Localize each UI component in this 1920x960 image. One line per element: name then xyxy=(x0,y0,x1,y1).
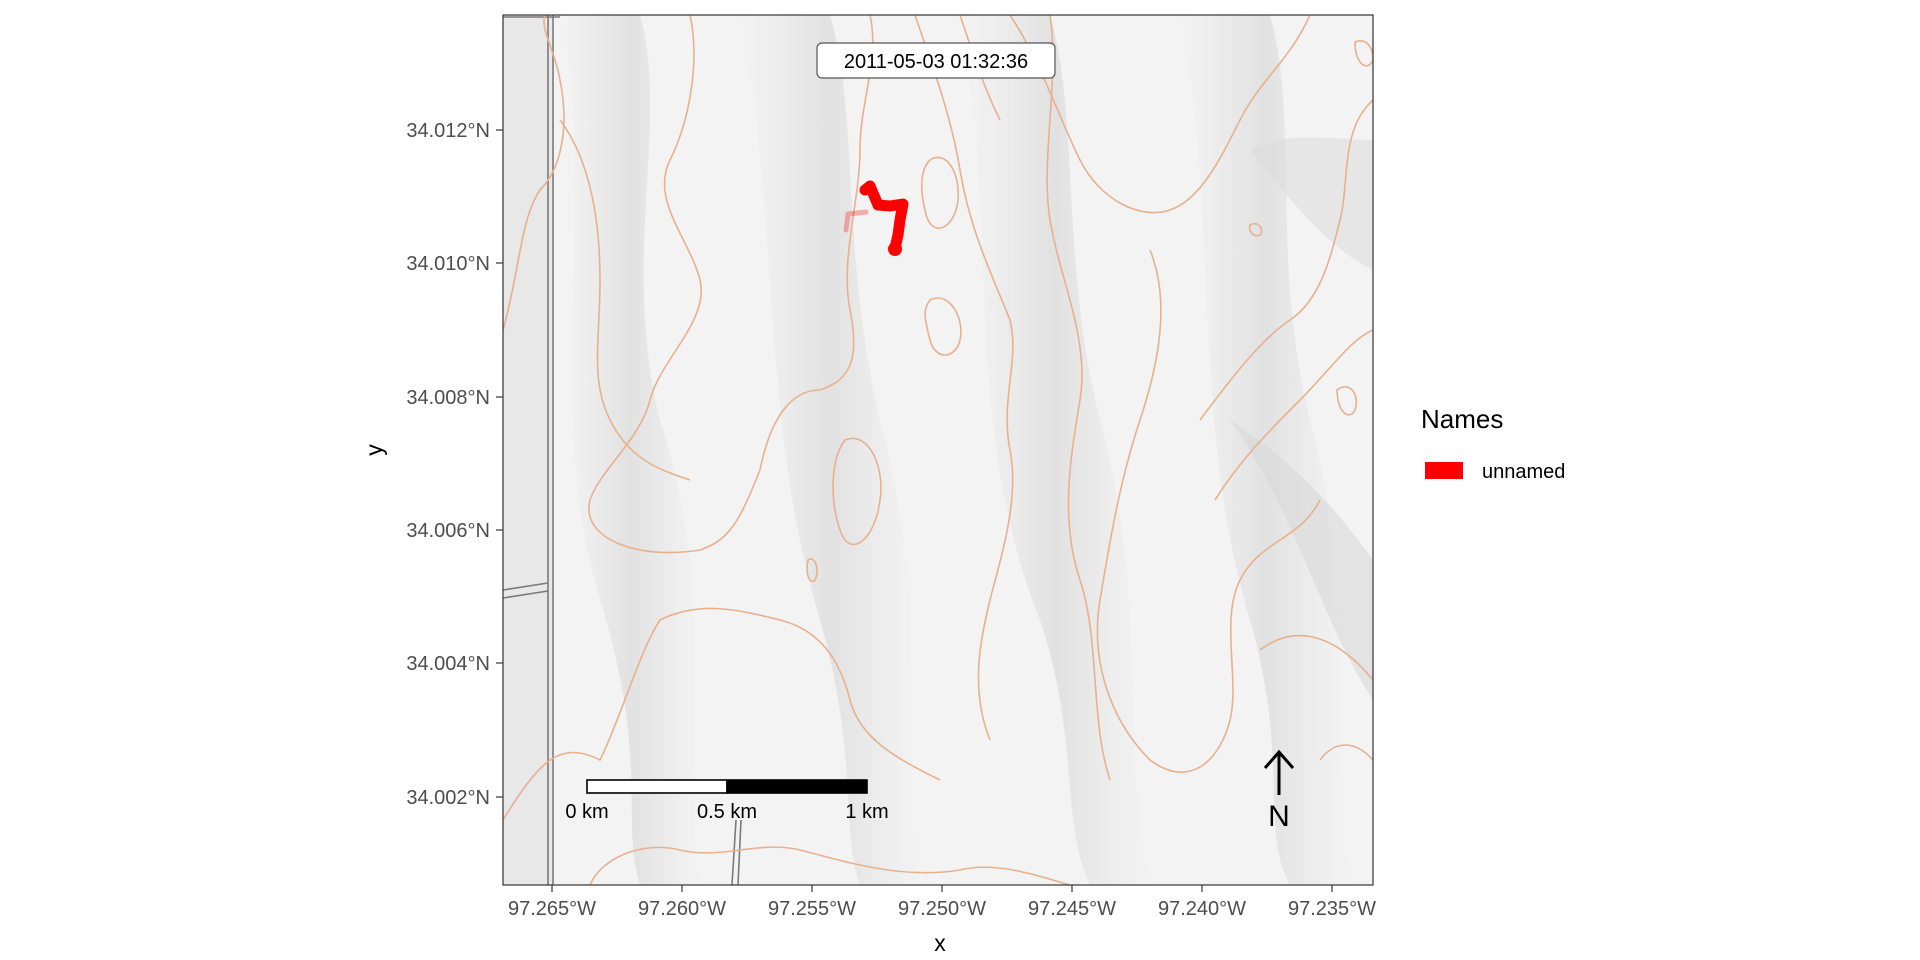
x-tick-label: 97.240°W xyxy=(1158,898,1246,920)
north-arrow: N xyxy=(1263,749,1295,833)
legend-swatch xyxy=(1425,462,1463,479)
panel-border xyxy=(502,14,1374,886)
legend: Names unnamed xyxy=(1421,404,1565,483)
timestamp-text: 2011-05-03 01:32:36 xyxy=(844,51,1028,73)
timestamp-label: 2011-05-03 01:32:36 xyxy=(816,42,1056,79)
x-tick-label: 97.245°W xyxy=(1028,898,1116,920)
x-tick-label: 97.255°W xyxy=(768,898,856,920)
y-axis: 34.012°N 34.010°N 34.008°N 34.006°N 34.0… xyxy=(361,120,503,809)
legend-label: unnamed xyxy=(1482,461,1565,483)
x-axis: 97.265°W 97.260°W 97.255°W 97.250°W 97.2… xyxy=(508,885,1376,956)
y-tick-label: 34.002°N xyxy=(406,787,490,809)
north-arrow-icon xyxy=(1263,749,1295,769)
animal-track xyxy=(843,180,909,256)
y-tick-label: 34.012°N xyxy=(406,120,490,142)
track-path xyxy=(859,180,909,254)
x-axis-title: x xyxy=(934,930,946,956)
scale-bar: 0 km 0.5 km 1 km xyxy=(565,779,889,823)
legend-title: Names xyxy=(1421,404,1503,434)
y-tick-label: 34.008°N xyxy=(406,387,490,409)
contour-lines xyxy=(503,15,1373,885)
x-tick-label: 97.250°W xyxy=(898,898,986,920)
scale-label-end: 1 km xyxy=(845,801,888,823)
y-tick-label: 34.010°N xyxy=(406,253,490,275)
x-tick-label: 97.235°W xyxy=(1288,898,1376,920)
track-trail-faded xyxy=(843,209,869,233)
scale-label-0: 0 km xyxy=(565,801,608,823)
track-current-position xyxy=(888,242,902,256)
scale-label-mid: 0.5 km xyxy=(697,801,757,823)
road-lines xyxy=(503,15,742,885)
x-tick-label: 97.265°W xyxy=(508,898,596,920)
scale-bar-black-segment xyxy=(726,779,868,794)
y-tick-label: 34.006°N xyxy=(406,520,490,542)
north-label: N xyxy=(1268,800,1290,833)
scale-bar-white-segment xyxy=(586,779,728,794)
y-tick-label: 34.004°N xyxy=(406,653,490,675)
y-axis-title: y xyxy=(361,444,387,456)
left-strip xyxy=(503,15,553,885)
hillshade-texture xyxy=(560,15,1373,885)
x-tick-label: 97.260°W xyxy=(638,898,726,920)
map-panel[interactable]: 2011-05-03 01:32:36 0 km 0.5 km 1 km N xyxy=(503,15,1373,885)
